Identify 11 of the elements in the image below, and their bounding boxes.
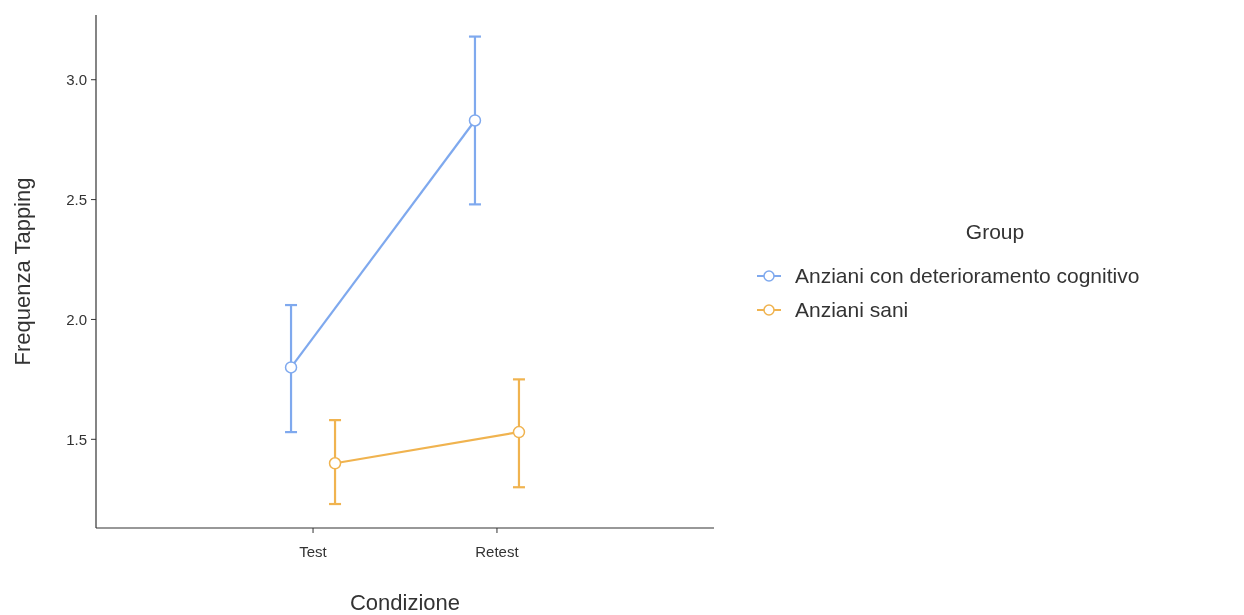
y-tick-label: 2.0 xyxy=(66,310,87,328)
y-tick-label: 2.5 xyxy=(66,190,87,208)
y-tick-label: 1.5 xyxy=(66,430,87,448)
y-axis-title: Frequenza Tapping xyxy=(10,177,35,366)
x-tick-label: Retest xyxy=(475,543,520,560)
y-tick-label: 3.0 xyxy=(66,70,87,88)
legend-label: Anziani con deterioramento cognitivo xyxy=(795,264,1140,288)
x-tick-label: Test xyxy=(299,543,328,560)
legend-title: Group xyxy=(965,220,1025,244)
x-axis-title: Condizione xyxy=(349,590,461,615)
legend-label: Anziani sani xyxy=(795,298,909,322)
